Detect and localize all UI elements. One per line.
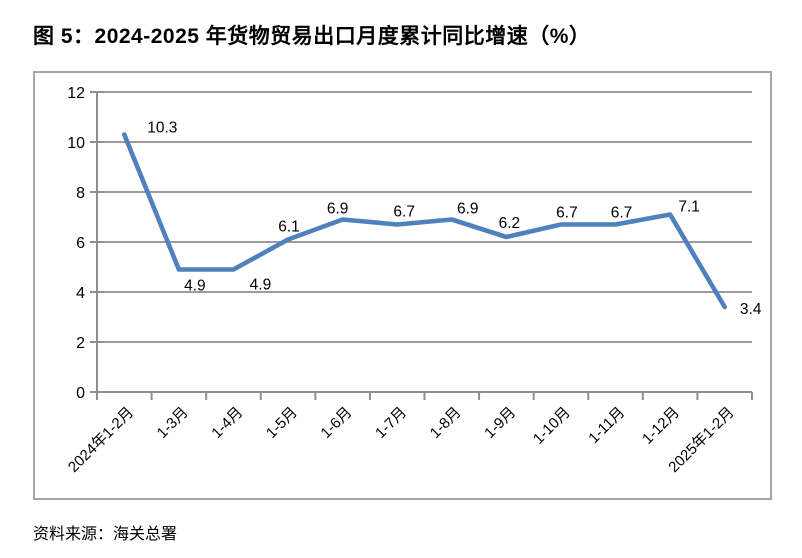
data-label: 6.9 (327, 201, 349, 218)
x-tick-label: 1-7月 (372, 404, 410, 442)
x-tick-label: 1-3月 (154, 404, 192, 442)
x-tick-label: 1-12月 (639, 404, 683, 448)
data-label: 6.2 (499, 215, 521, 232)
x-tick-label: 1-8月 (427, 404, 465, 442)
data-label: 4.9 (250, 277, 272, 294)
data-label: 6.7 (393, 204, 415, 221)
chart-border (33, 71, 772, 500)
x-tick-label: 1-10月 (530, 404, 574, 448)
data-label: 6.9 (457, 201, 479, 218)
y-tick-label: 6 (76, 235, 85, 252)
data-label: 6.7 (556, 205, 578, 222)
chart-container: 0 2 4 6 8 10 12 2024年1-2月 1-3月 1-4月 1-5月 1-6月 1-7月 1-… (33, 71, 773, 501)
data-label: 6.1 (278, 219, 300, 236)
x-tick-label: 2024年1-2月 (65, 404, 137, 476)
data-label: 4.9 (184, 278, 206, 295)
data-line (121, 132, 728, 310)
y-tick-label: 8 (76, 185, 85, 202)
y-tick-label: 10 (67, 135, 85, 152)
y-tick-label: 4 (76, 285, 85, 302)
data-label: 3.4 (740, 301, 762, 318)
y-tick-label: 12 (67, 85, 85, 102)
x-tick-label: 1-11月 (585, 404, 628, 447)
data-label: 10.3 (147, 120, 177, 137)
y-tick-label: 2 (76, 335, 85, 352)
chart-title: 图 5：2024-2025 年货物贸易出口月度累计同比增速（%） (33, 25, 591, 48)
data-label: 6.7 (611, 205, 633, 222)
source-note: 资料来源：海关总署 (33, 526, 178, 543)
x-tick-label: 1-9月 (481, 404, 519, 442)
x-tick-label: 1-6月 (317, 404, 355, 442)
data-label: 7.1 (678, 199, 700, 216)
x-tick-label: 1-4月 (208, 404, 246, 442)
line-chart: 0 2 4 6 8 10 12 2024年1-2月 1-3月 1-4月 1-5月 1-6月 1-7月 1-… (33, 71, 772, 500)
y-tick-label: 0 (76, 385, 85, 402)
x-tick-label: 1-5月 (263, 404, 301, 442)
